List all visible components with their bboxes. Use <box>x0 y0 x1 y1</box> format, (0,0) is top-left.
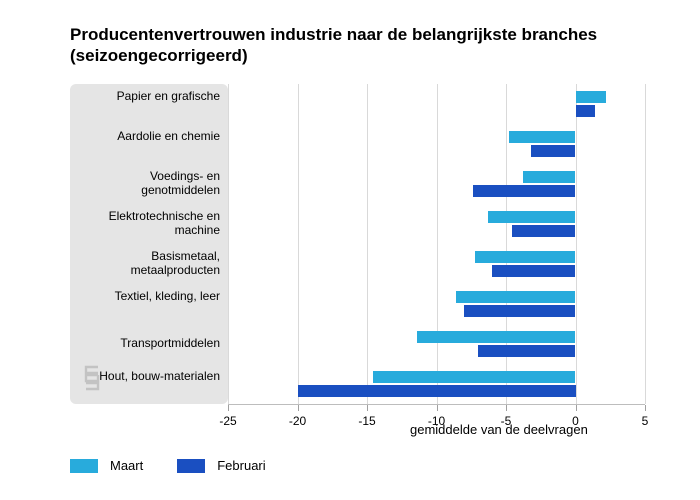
x-tick <box>367 405 368 411</box>
plot-area: Papier en grafische Aardolie en chemie Voe… <box>70 84 645 404</box>
category-label: Elektrotechnische en machine <box>78 210 220 238</box>
bar <box>473 185 576 197</box>
gridline <box>437 84 438 404</box>
bar <box>475 251 575 263</box>
gridline <box>576 84 577 404</box>
gridline <box>367 84 368 404</box>
bar <box>512 225 576 237</box>
category-label: Basismetaal, metaalproducten <box>78 250 220 278</box>
legend-label: Maart <box>110 458 143 473</box>
x-tick <box>645 405 646 411</box>
category-label: Papier en grafische <box>78 90 220 104</box>
legend-item-februari: Februari <box>177 458 265 473</box>
legend-label: Februari <box>217 458 265 473</box>
x-tick <box>437 405 438 411</box>
legend-swatch-maart <box>70 459 98 473</box>
legend-item-maart: Maart <box>70 458 143 473</box>
x-tick <box>228 405 229 411</box>
bar <box>509 131 576 143</box>
bar <box>576 105 595 117</box>
x-tick-label: -15 <box>358 414 375 428</box>
bar <box>417 331 575 343</box>
bar <box>576 91 607 103</box>
category-label: Hout, bouw-materialen <box>78 370 220 384</box>
category-label: Aardolie en chemie <box>78 130 220 144</box>
bar <box>464 305 575 317</box>
bars-region: -25-20-15-10-505 <box>228 84 645 404</box>
bar <box>298 385 576 397</box>
chart-title: Producentenvertrouwen industrie naar de … <box>70 24 630 67</box>
category-label: Voedings- en genotmiddelen <box>78 170 220 198</box>
gridline <box>645 84 646 404</box>
bar <box>478 345 575 357</box>
legend: Maart Februari <box>70 458 266 473</box>
bar <box>531 145 575 157</box>
x-tick <box>298 405 299 411</box>
bar <box>492 265 575 277</box>
category-label: Textiel, kleding, leer <box>78 290 220 304</box>
legend-swatch-februari <box>177 459 205 473</box>
gridline <box>228 84 229 404</box>
bar <box>488 211 576 223</box>
x-axis-title: gemiddelde van de deelvragen <box>410 422 588 437</box>
x-tick-label: 5 <box>642 414 649 428</box>
x-tick-label: -25 <box>219 414 236 428</box>
x-tick <box>506 405 507 411</box>
bar <box>456 291 576 303</box>
x-tick <box>576 405 577 411</box>
category-label: Transportmiddelen <box>78 337 220 351</box>
gridline <box>298 84 299 404</box>
bar <box>523 171 576 183</box>
category-label-panel: Papier en grafische Aardolie en chemie Voe… <box>70 84 228 404</box>
x-tick-label: -20 <box>289 414 306 428</box>
bar <box>373 371 576 383</box>
